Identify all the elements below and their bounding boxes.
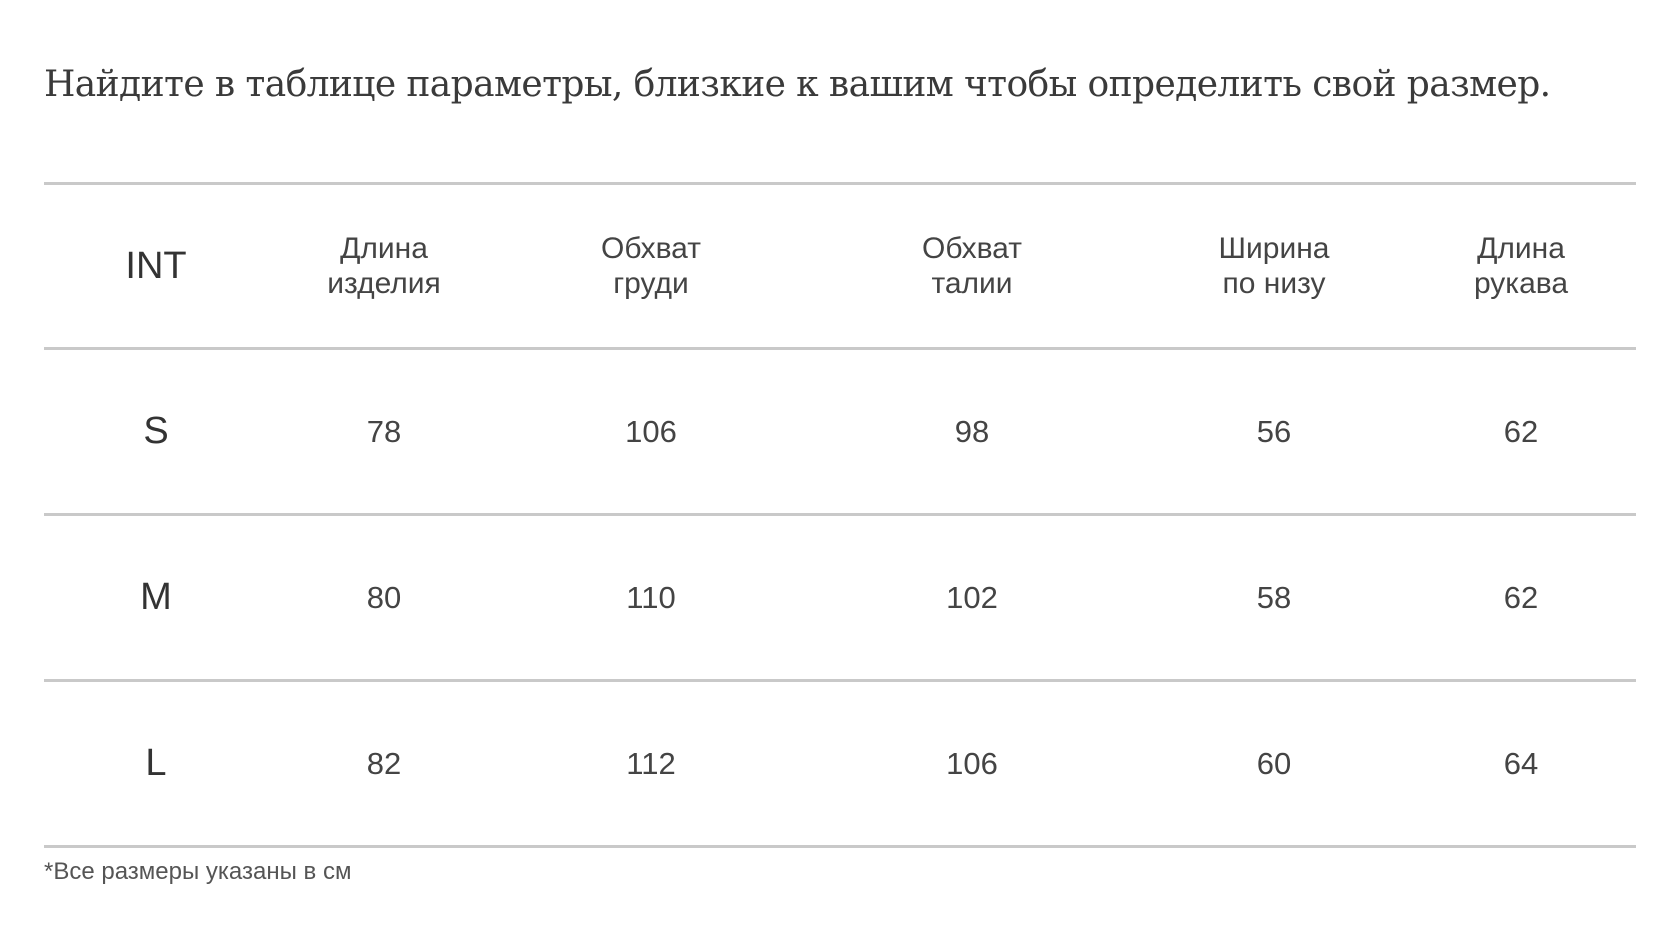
sleeve-length-value: 64 <box>1503 746 1539 781</box>
length-value: 82 <box>366 746 402 781</box>
size-table: INT Длина изделия Обхват груди Обхват та… <box>44 182 1636 848</box>
waist-value: 98 <box>954 414 990 449</box>
size-label: M <box>140 576 172 618</box>
footnote: *Все размеры указаны в см <box>44 858 352 885</box>
sleeve-length-value: 62 <box>1503 414 1539 449</box>
hem-width-value: 58 <box>1256 580 1292 615</box>
size-label: L <box>145 742 167 784</box>
length-value: 80 <box>366 580 402 615</box>
hem-width-value: 60 <box>1256 746 1292 781</box>
header-int: INT <box>125 244 187 287</box>
header-chest: Обхват груди <box>601 232 701 300</box>
length-value: 78 <box>366 414 402 449</box>
size-label: S <box>143 410 169 452</box>
chest-value: 110 <box>626 580 676 615</box>
header-sleeve-length: Длина рукава <box>1473 232 1569 300</box>
waist-value: 106 <box>946 746 998 781</box>
chest-value: 112 <box>626 746 676 781</box>
table-header-row: INT Длина изделия Обхват груди Обхват та… <box>44 182 1636 350</box>
waist-value: 102 <box>946 580 998 615</box>
hem-width-value: 56 <box>1256 414 1292 449</box>
table-row: L 82 112 106 60 64 <box>44 682 1636 848</box>
sleeve-length-value: 62 <box>1503 580 1539 615</box>
header-length: Длина изделия <box>327 232 441 300</box>
header-hem-width: Ширина по низу <box>1218 232 1330 300</box>
table-row: M 80 110 102 58 62 <box>44 516 1636 682</box>
chest-value: 106 <box>625 414 677 449</box>
header-waist: Обхват талии <box>922 232 1022 300</box>
table-row: S 78 106 98 56 62 <box>44 350 1636 516</box>
intro-text: Найдите в таблице параметры, близкие к в… <box>44 64 1551 105</box>
